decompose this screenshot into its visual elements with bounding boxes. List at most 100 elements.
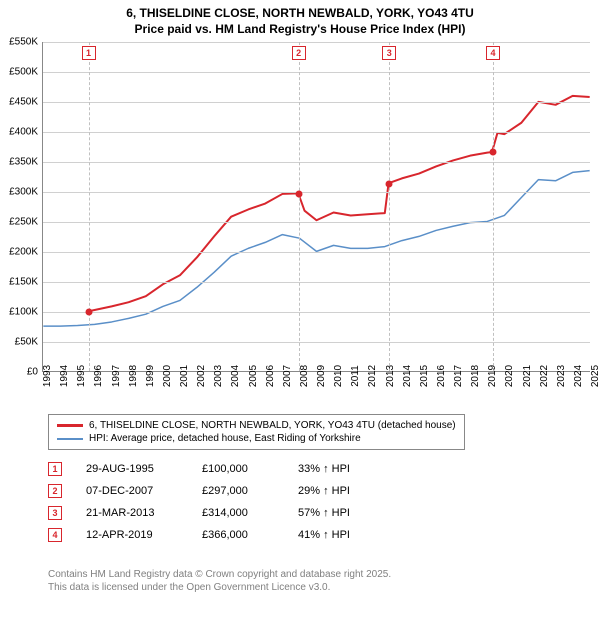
sales-row: 2 07-DEC-2007 £297,000 29% ↑ HPI bbox=[48, 480, 378, 502]
x-tick-label: 1994 bbox=[59, 365, 70, 387]
x-tick-label: 2011 bbox=[350, 365, 361, 387]
legend-row-hpi: HPI: Average price, detached house, East… bbox=[57, 432, 456, 445]
x-tick-label: 1995 bbox=[76, 365, 87, 387]
sales-price: £297,000 bbox=[202, 485, 274, 497]
x-tick-label: 2008 bbox=[299, 365, 310, 387]
legend: 6, THISELDINE CLOSE, NORTH NEWBALD, YORK… bbox=[48, 414, 465, 450]
sales-date: 12-APR-2019 bbox=[86, 529, 178, 541]
chart-title: 6, THISELDINE CLOSE, NORTH NEWBALD, YORK… bbox=[0, 0, 600, 37]
gridline bbox=[43, 252, 590, 253]
gridline bbox=[43, 162, 590, 163]
sales-price: £100,000 bbox=[202, 463, 274, 475]
sales-price: £366,000 bbox=[202, 529, 274, 541]
sales-date: 07-DEC-2007 bbox=[86, 485, 178, 497]
sales-delta: 33% ↑ HPI bbox=[298, 463, 378, 475]
gridline bbox=[43, 222, 590, 223]
marker-box: 4 bbox=[486, 46, 500, 60]
x-tick-label: 2024 bbox=[573, 365, 584, 387]
x-tick-label: 2020 bbox=[504, 365, 515, 387]
series-line bbox=[89, 96, 590, 311]
x-tick-label: 1999 bbox=[145, 365, 156, 387]
title-line-1: 6, THISELDINE CLOSE, NORTH NEWBALD, YORK… bbox=[0, 6, 600, 22]
sales-delta: 29% ↑ HPI bbox=[298, 485, 378, 497]
sales-marker: 4 bbox=[48, 528, 62, 542]
x-tick-label: 2010 bbox=[333, 365, 344, 387]
x-tick-label: 2001 bbox=[179, 365, 190, 387]
x-tick-label: 2006 bbox=[265, 365, 276, 387]
gridline bbox=[43, 192, 590, 193]
x-tick-label: 2015 bbox=[419, 365, 430, 387]
line-layer bbox=[43, 42, 590, 371]
y-tick-label: £150K bbox=[9, 277, 38, 288]
legend-label-paid: 6, THISELDINE CLOSE, NORTH NEWBALD, YORK… bbox=[89, 420, 456, 431]
x-tick-label: 2023 bbox=[556, 365, 567, 387]
x-axis: 1993199419951996199719981999200020012002… bbox=[42, 372, 590, 402]
sales-marker: 2 bbox=[48, 484, 62, 498]
sale-dot bbox=[386, 180, 393, 187]
gridline bbox=[43, 342, 590, 343]
plot-region: 1234 bbox=[42, 42, 590, 372]
legend-row-paid: 6, THISELDINE CLOSE, NORTH NEWBALD, YORK… bbox=[57, 419, 456, 432]
gridline bbox=[43, 102, 590, 103]
x-tick-label: 1998 bbox=[128, 365, 139, 387]
gridline bbox=[43, 72, 590, 73]
x-tick-label: 2022 bbox=[539, 365, 550, 387]
y-tick-label: £450K bbox=[9, 97, 38, 108]
y-tick-label: £300K bbox=[9, 187, 38, 198]
sale-dot bbox=[295, 190, 302, 197]
sales-table: 129-AUG-1995£100,00033% ↑ HPI207-DEC-200… bbox=[48, 458, 378, 546]
sales-delta: 57% ↑ HPI bbox=[298, 507, 378, 519]
gridline bbox=[43, 282, 590, 283]
sales-marker: 3 bbox=[48, 506, 62, 520]
y-tick-label: £350K bbox=[9, 157, 38, 168]
y-tick-label: £200K bbox=[9, 247, 38, 258]
x-tick-label: 2012 bbox=[367, 365, 378, 387]
y-tick-label: £0 bbox=[27, 367, 38, 378]
x-tick-label: 2018 bbox=[470, 365, 481, 387]
sales-date: 21-MAR-2013 bbox=[86, 507, 178, 519]
x-tick-label: 2021 bbox=[522, 365, 533, 387]
marker-box: 2 bbox=[292, 46, 306, 60]
x-tick-label: 2003 bbox=[213, 365, 224, 387]
sales-price: £314,000 bbox=[202, 507, 274, 519]
sales-row: 129-AUG-1995£100,00033% ↑ HPI bbox=[48, 458, 378, 480]
footer: Contains HM Land Registry data © Crown c… bbox=[48, 568, 391, 594]
x-tick-label: 1997 bbox=[111, 365, 122, 387]
sale-dot bbox=[490, 149, 497, 156]
y-tick-label: £50K bbox=[15, 337, 38, 348]
gridline bbox=[43, 132, 590, 133]
x-tick-label: 2017 bbox=[453, 365, 464, 387]
x-tick-label: 2019 bbox=[487, 365, 498, 387]
y-axis: £0£50K£100K£150K£200K£250K£300K£350K£400… bbox=[0, 42, 42, 372]
marker-line bbox=[299, 42, 300, 371]
x-tick-label: 2002 bbox=[196, 365, 207, 387]
legend-label-hpi: HPI: Average price, detached house, East… bbox=[89, 433, 361, 444]
x-tick-label: 2005 bbox=[248, 365, 259, 387]
y-tick-label: £400K bbox=[9, 127, 38, 138]
x-tick-label: 2013 bbox=[385, 365, 396, 387]
marker-line bbox=[89, 42, 90, 371]
marker-line bbox=[493, 42, 494, 371]
sale-dot bbox=[85, 309, 92, 316]
x-tick-label: 2009 bbox=[316, 365, 327, 387]
x-tick-label: 1993 bbox=[42, 365, 53, 387]
y-tick-label: £100K bbox=[9, 307, 38, 318]
y-tick-label: £550K bbox=[9, 37, 38, 48]
legend-swatch-paid bbox=[57, 424, 83, 427]
legend-swatch-hpi bbox=[57, 438, 83, 440]
x-tick-label: 2025 bbox=[590, 365, 600, 387]
sales-row: 3 21-MAR-2013 £314,000 57% ↑ HPI bbox=[48, 502, 378, 524]
x-tick-label: 2007 bbox=[282, 365, 293, 387]
x-tick-label: 1996 bbox=[93, 365, 104, 387]
chart-container: 6, THISELDINE CLOSE, NORTH NEWBALD, YORK… bbox=[0, 0, 600, 620]
x-tick-label: 2014 bbox=[402, 365, 413, 387]
y-tick-label: £500K bbox=[9, 67, 38, 78]
marker-line bbox=[389, 42, 390, 371]
title-line-2: Price paid vs. HM Land Registry's House … bbox=[0, 22, 600, 38]
chart-area: £0 £50K £100K £150K £200K £250K £300K £350K £400… bbox=[0, 42, 600, 402]
x-tick-label: 2016 bbox=[436, 365, 447, 387]
footer-line-2: This data is licensed under the Open Gov… bbox=[48, 581, 391, 594]
marker-box: 3 bbox=[382, 46, 396, 60]
sales-marker: 1 bbox=[48, 462, 62, 476]
y-tick-label: £250K bbox=[9, 217, 38, 228]
